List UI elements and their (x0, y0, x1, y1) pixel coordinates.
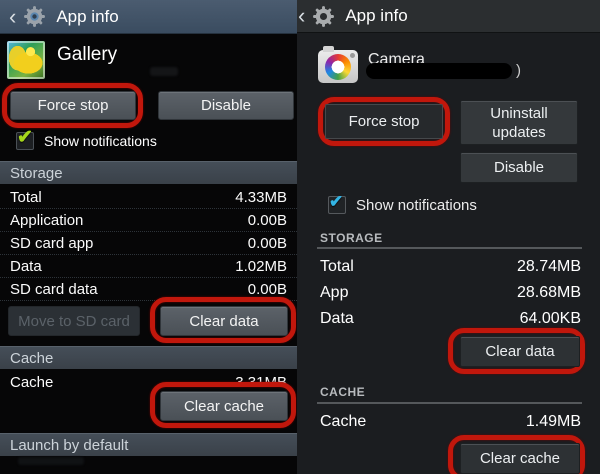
storage-row-data: Data 64.00KB (320, 310, 581, 328)
cache-row: Cache 1.49MB (320, 413, 581, 431)
row-label: Cache (10, 374, 54, 391)
row-value: 1.49MB (525, 413, 581, 430)
row-label: Application (10, 211, 84, 229)
row-value: 0.00B (247, 280, 287, 298)
uninstall-updates-button[interactable]: Uninstall updates (460, 100, 578, 145)
back-chevron-icon[interactable]: ‹ (298, 3, 306, 28)
section-divider (317, 402, 582, 404)
show-notifications-checkbox[interactable]: ✔ (16, 127, 34, 150)
gallery-app-icon (7, 41, 45, 79)
storage-section-header: Storage (0, 161, 297, 184)
row-label: Data (10, 257, 42, 275)
app-name: Gallery (57, 44, 118, 65)
settings-gear-icon (24, 6, 46, 27)
row-value: 3.31MB (235, 374, 287, 391)
header-bar: ‹ App info (297, 0, 600, 33)
row-value: 1.02MB (235, 257, 287, 275)
version-suffix: ) (516, 62, 521, 79)
page-title: App info (345, 6, 408, 25)
row-label: Data (320, 310, 354, 327)
app-info-screen-gallery: ‹ App info Gallery Force stop Disable (0, 0, 297, 474)
checkmark-icon: ✔ (329, 192, 344, 211)
cache-section-header: Cache (0, 346, 297, 369)
redacted-text (18, 457, 84, 465)
storage-row-sd-card-data: SD card data 0.00B (0, 278, 297, 301)
clear-cache-button[interactable]: Clear cache (460, 443, 580, 474)
section-divider (317, 247, 582, 249)
row-label: SD card app (10, 234, 94, 252)
camera-app-icon (318, 46, 358, 83)
clear-data-button[interactable]: Clear data (160, 306, 288, 336)
cache-section-header: CACHE (320, 385, 366, 399)
storage-row-sd-card-app: SD card app 0.00B (0, 232, 297, 255)
show-notifications-row: ✔ Show notifications (16, 127, 157, 150)
row-label: SD card data (10, 280, 98, 298)
storage-row-total: Total 4.33MB (0, 186, 297, 209)
force-stop-button[interactable]: Force stop (10, 91, 136, 120)
force-stop-button[interactable]: Force stop (325, 104, 443, 139)
camera-flash-dot (350, 53, 355, 58)
launch-by-default-section-header: Launch by default (0, 433, 297, 456)
clear-data-button[interactable]: Clear data (460, 336, 580, 367)
storage-row-app: App 28.68MB (320, 284, 581, 302)
page-title: App info (56, 6, 119, 26)
back-chevron-icon[interactable]: ‹ (9, 3, 17, 29)
row-value: 0.00B (247, 211, 287, 229)
disable-button[interactable]: Disable (460, 152, 578, 183)
row-label: Cache (320, 413, 367, 430)
show-notifications-row: ✔ Show notifications (328, 192, 477, 214)
storage-row-data: Data 1.02MB (0, 255, 297, 278)
show-notifications-label: Show notifications (44, 133, 157, 149)
row-label: Total (10, 188, 42, 206)
move-to-sd-card-button[interactable]: Move to SD card (8, 306, 140, 336)
row-value: 4.33MB (235, 188, 287, 206)
storage-row-application: Application 0.00B (0, 209, 297, 232)
app-info-screen-camera: ‹ App info Camera ) Force stop Uninstall (297, 0, 600, 474)
disable-button[interactable]: Disable (158, 91, 294, 120)
camera-lens (325, 54, 351, 80)
show-notifications-label: Show notifications (356, 196, 477, 214)
redacted-version-text (150, 67, 178, 76)
row-value: 0.00B (247, 234, 287, 252)
storage-section-header: STORAGE (320, 231, 383, 245)
row-value: 28.74MB (516, 258, 581, 275)
redacted-version-text (366, 63, 512, 79)
show-notifications-checkbox[interactable]: ✔ (328, 192, 346, 214)
row-label: Total (320, 258, 354, 275)
storage-row-total: Total 28.74MB (320, 258, 581, 276)
settings-gear-icon (313, 5, 335, 27)
checkmark-icon: ✔ (17, 127, 33, 148)
header-bar: ‹ App info (0, 0, 297, 34)
clear-cache-button[interactable]: Clear cache (160, 391, 288, 421)
row-label: App (320, 284, 349, 301)
row-value: 64.00KB (519, 310, 581, 327)
row-value: 28.68MB (516, 284, 581, 301)
